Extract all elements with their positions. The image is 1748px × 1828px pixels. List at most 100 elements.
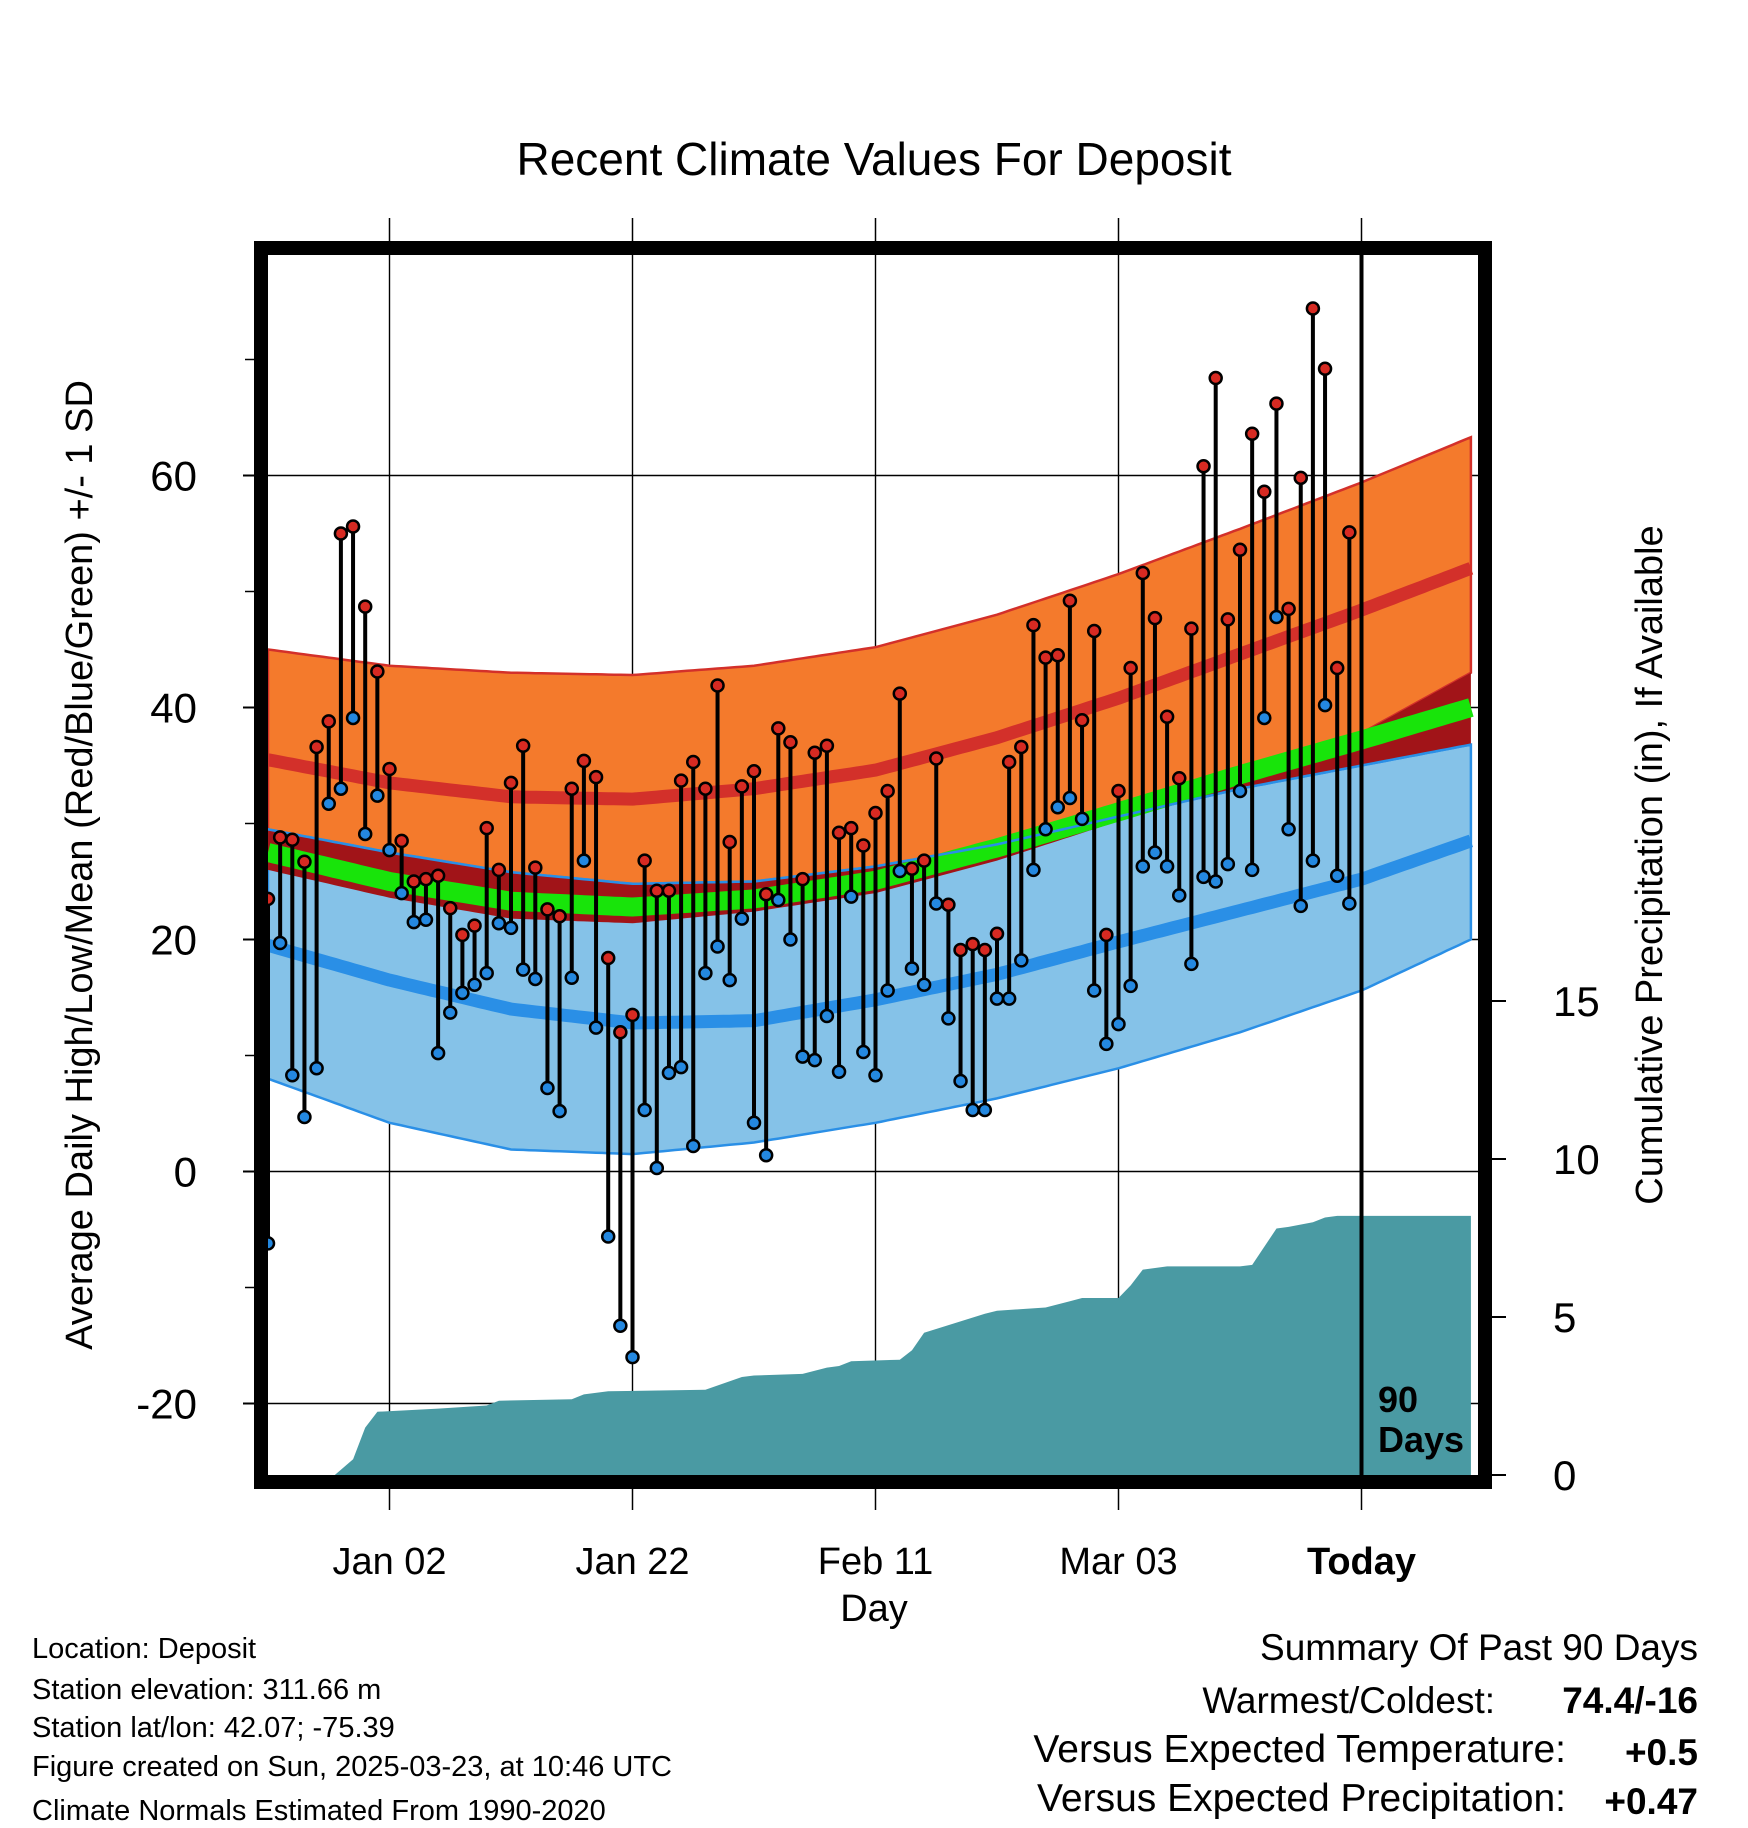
- x-tick-label: Feb 11: [818, 1541, 933, 1583]
- daily-high-point: [771, 721, 786, 736]
- daily-low-point: [637, 1102, 652, 1118]
- footer-latlon: Station lat/lon: 42.07; -75.39: [32, 1712, 395, 1744]
- daily-low-point: [1329, 868, 1345, 883]
- daily-high-point: [953, 942, 968, 958]
- daily-high-point: [807, 745, 822, 760]
- daily-high-point: [1062, 593, 1078, 609]
- daily-high-point: [941, 897, 956, 912]
- daily-high-point: [819, 738, 835, 754]
- today-days-word: Days: [1378, 1419, 1464, 1460]
- y-tick-label: 60: [150, 453, 197, 500]
- summary-warm-cold-label: Warmest/Coldest:: [1202, 1680, 1495, 1721]
- daily-high-point: [783, 735, 798, 750]
- daily-high-point: [758, 887, 774, 902]
- daily-high-point: [1317, 361, 1333, 377]
- daily-high-point: [600, 950, 616, 966]
- daily-high-point: [1074, 713, 1090, 728]
- daily-low-point: [807, 1052, 822, 1068]
- y2-tick-label: 15: [1553, 978, 1600, 1025]
- daily-low-point: [552, 1103, 567, 1119]
- mean-normal-line: [268, 698, 1475, 917]
- daily-low-point: [1184, 956, 1199, 972]
- daily-high-point: [686, 754, 701, 770]
- daily-high-point: [1305, 301, 1321, 316]
- daily-low-point: [309, 1061, 324, 1076]
- daily-high-point: [856, 838, 871, 853]
- daily-high-point: [1293, 470, 1308, 486]
- daily-low-point: [321, 796, 336, 812]
- daily-high-point: [734, 779, 750, 794]
- daily-high-point: [1196, 458, 1211, 474]
- daily-low-point: [1305, 853, 1321, 868]
- daily-high-point: [321, 714, 336, 729]
- y2-axis-label: Cumulative Precipitation (in), If Availa…: [1629, 525, 1671, 1204]
- daily-low-point: [843, 889, 859, 904]
- daily-low-point: [856, 1044, 871, 1060]
- daily-low-point: [1147, 845, 1163, 860]
- daily-high-point: [491, 862, 507, 878]
- daily-low-point: [977, 1102, 993, 1118]
- low-normal-line: [268, 834, 1474, 1030]
- today-days-number: 90: [1378, 1379, 1418, 1420]
- daily-high-point: [613, 1025, 628, 1040]
- daily-high-point: [370, 664, 385, 679]
- daily-low-point: [268, 1236, 276, 1251]
- daily-high-point: [357, 599, 373, 614]
- y-tick-label: -20: [136, 1381, 197, 1428]
- daily-low-point: [1086, 983, 1102, 998]
- footer-created: Figure created on Sun, 2025-03-23, at 10…: [32, 1751, 672, 1783]
- daily-low-point: [576, 853, 592, 868]
- daily-low-point: [698, 965, 713, 981]
- daily-low-point: [1099, 1036, 1114, 1052]
- summary-precip-value: +0.47: [1604, 1781, 1698, 1822]
- daily-high-point: [382, 761, 397, 777]
- daily-high-point: [1208, 370, 1223, 386]
- daily-low-point: [528, 971, 543, 987]
- daily-high-point: [588, 769, 604, 785]
- daily-low-point: [1135, 859, 1151, 874]
- daily-high-point: [1038, 650, 1053, 665]
- daily-high-point: [455, 927, 470, 943]
- daily-high-point: [309, 739, 324, 755]
- daily-low-point: [1014, 953, 1029, 968]
- daily-low-point: [1050, 800, 1065, 815]
- daily-low-point: [953, 1073, 968, 1089]
- daily-low-point: [734, 911, 750, 926]
- daily-high-point: [649, 883, 665, 899]
- daily-low-point: [673, 1059, 689, 1075]
- daily-high-point: [1184, 621, 1199, 636]
- daily-high-point: [297, 854, 312, 870]
- x-tick-label: Jan 22: [575, 1541, 689, 1583]
- y2-tick-label: 10: [1553, 1136, 1600, 1183]
- daily-low-point: [819, 1008, 835, 1024]
- daily-high-point: [1147, 610, 1163, 626]
- daily-high-point: [637, 853, 652, 868]
- daily-low-point: [540, 1080, 555, 1096]
- daily-high-point: [418, 871, 434, 887]
- y-axis-label: Average Daily High/Low/Mean (Red/Blue/Gr…: [59, 380, 101, 1350]
- daily-high-point: [1232, 542, 1248, 557]
- daily-high-point: [904, 861, 920, 876]
- daily-low-point: [613, 1318, 628, 1334]
- daily-high-point: [1159, 709, 1175, 725]
- daily-low-point: [333, 781, 349, 796]
- daily-low-point: [1257, 710, 1272, 726]
- daily-dots: [268, 301, 1357, 1365]
- daily-low-point: [941, 1011, 956, 1026]
- daily-high-point: [285, 832, 300, 847]
- footer-location: Location: Deposit: [32, 1633, 256, 1665]
- daily-low-point: [710, 939, 725, 954]
- axes: -20 0 20 40 60 0 5 10 15 Jan 02 Jan 22 Feb 11 Mar 03…: [136, 218, 1600, 1583]
- daily-low-point: [1293, 898, 1308, 914]
- daily-low-point: [588, 1020, 604, 1035]
- daily-high-point: [977, 942, 993, 958]
- daily-high-point: [406, 874, 422, 889]
- daily-high-point: [515, 738, 531, 754]
- daily-high-point: [528, 860, 543, 875]
- daily-high-point: [394, 833, 409, 849]
- daily-high-point: [1172, 771, 1187, 786]
- daily-low-point: [418, 912, 434, 928]
- daily-high-point: [1026, 617, 1041, 633]
- footer-info: Location: Deposit Station elevation: 311…: [32, 1633, 672, 1827]
- daily-high-point: [345, 519, 361, 534]
